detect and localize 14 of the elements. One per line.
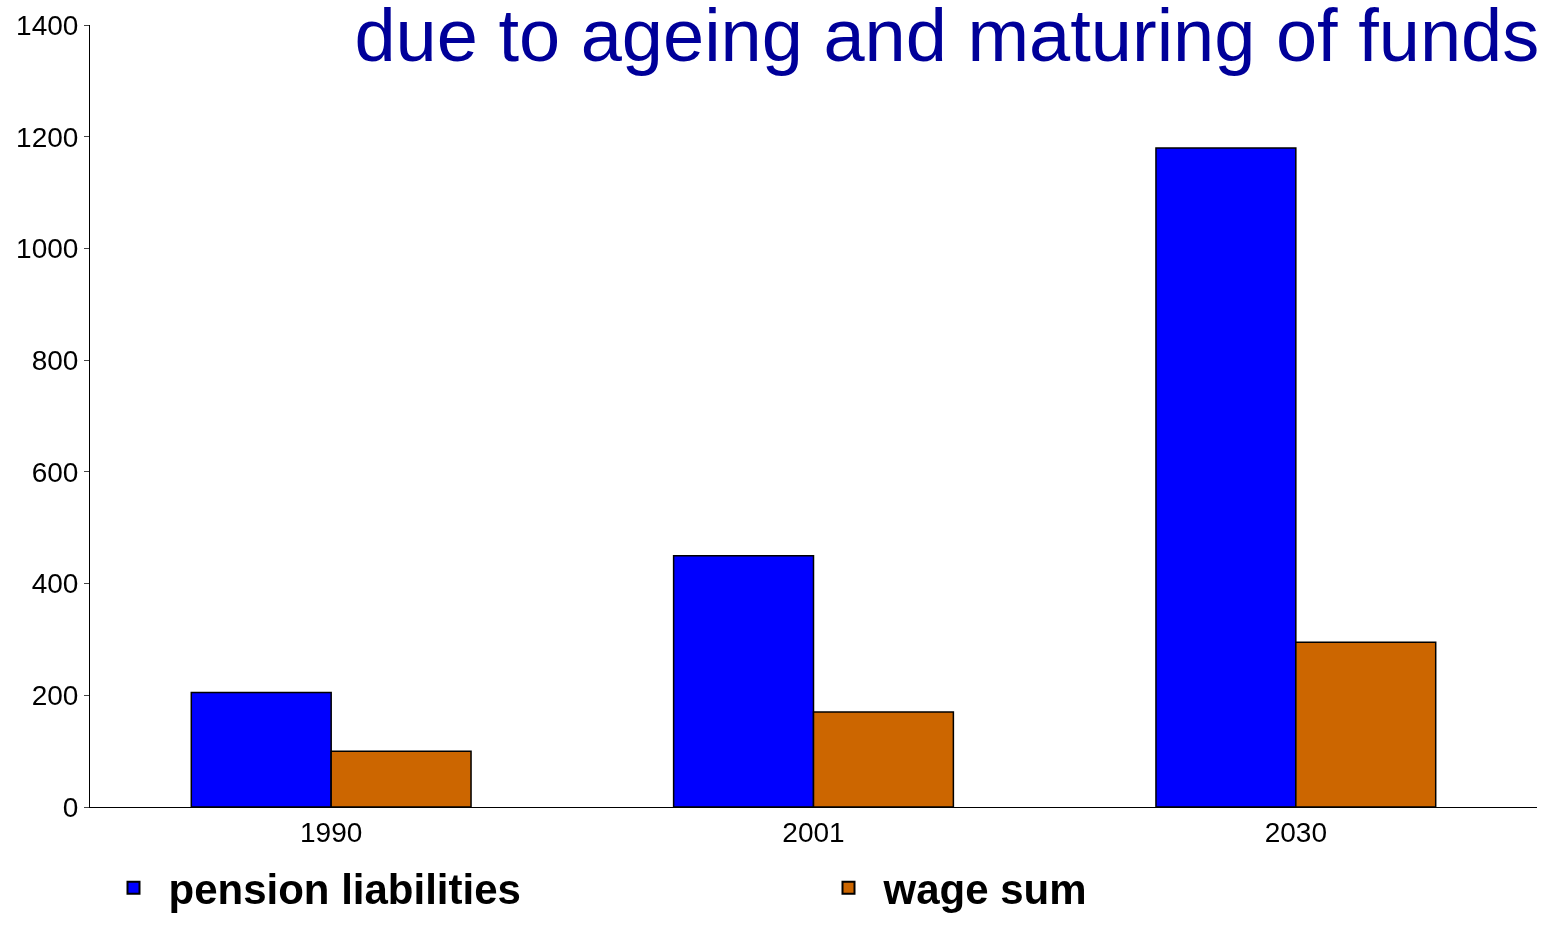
- legend-label: pension liabilities: [168, 866, 521, 914]
- y-tick-label: 200: [31, 680, 79, 712]
- legend-label: wage sum: [882, 866, 1087, 914]
- y-tick-label: 800: [31, 344, 79, 376]
- y-tick-label: 1000: [16, 233, 79, 265]
- y-tick-label: 400: [31, 568, 79, 600]
- x-tick-label: 2030: [1264, 816, 1327, 848]
- y-tick-label: 600: [31, 456, 79, 488]
- x-tick-label: 1990: [300, 816, 363, 848]
- y-tick-label: 0: [62, 791, 79, 823]
- y-tick-label: 1400: [16, 9, 79, 41]
- chart-title: due to ageing and maturing of funds: [354, 0, 1540, 78]
- y-tick-label: 1200: [16, 121, 79, 153]
- x-tick-label: 2001: [782, 816, 845, 848]
